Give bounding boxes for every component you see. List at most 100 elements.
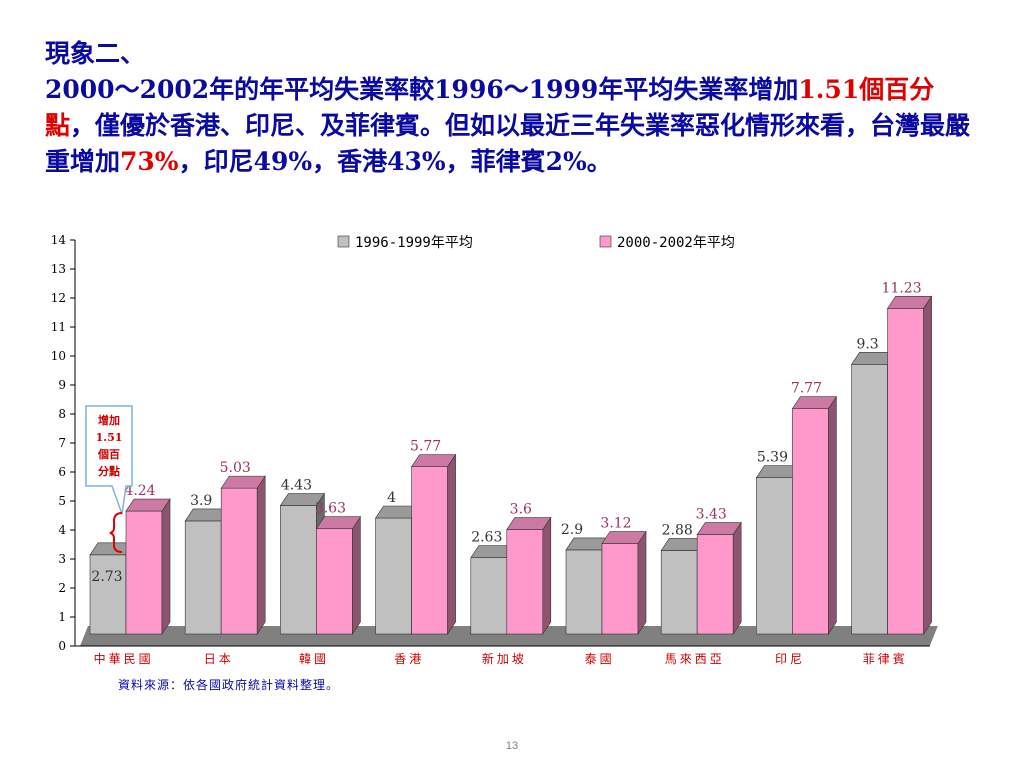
heading-body: 2000～2002年的年平均失業率較1996～1999年平均失業率增加1.51個… [45,72,975,180]
heading-highlight-2: 73% [120,147,179,176]
bar-series2-front [792,408,829,635]
bar-series2-side [352,515,361,635]
bar-series2-side [828,395,837,635]
y-tick-label: 14 [51,233,67,247]
bar-series2-side [447,453,456,635]
y-tick-label: 10 [51,349,66,363]
bar-series2-side [256,475,266,635]
bar-series1-front [565,549,603,635]
category-label: 印尼 [775,652,805,666]
callout-text: 分點 [98,464,120,478]
category-label: 菲律賓 [863,651,908,666]
bar-series2-front [887,308,924,635]
category-label: 韓國 [299,652,329,666]
bar-series2 [601,530,647,635]
bar-series1-front [660,550,698,635]
bar-series1-top [279,493,325,506]
bar-series1 [755,464,801,635]
bar-series2 [125,498,171,635]
callout-text: 個百 [97,447,120,461]
bar-series1-front [756,477,793,635]
bar-series2-side [161,498,171,635]
heading-seg3: ，印尼49%，香港43%，菲律賓2%。 [178,147,612,176]
callout-text: 1.51 [96,431,123,444]
legend-label: 1996-1999年平均 [355,235,473,251]
bar-series2 [220,475,266,635]
y-tick-label: 13 [51,262,66,276]
value-label-series1: 4 [387,490,396,506]
y-tick-label: 11 [51,320,66,334]
bar-series1-front [184,520,222,635]
bar-series2-top [315,516,361,530]
bar-series2-side [637,530,647,635]
value-label-series2: 3.43 [696,507,727,523]
bar-series2 [791,395,837,635]
value-label-series2: 3.63 [315,501,346,517]
legend-swatch [599,235,612,248]
y-tick-label: 0 [58,639,66,653]
legend-swatch [337,235,350,248]
y-tick-label: 3 [58,552,66,566]
bar-series2 [696,521,742,635]
bar-series2-front [220,487,258,635]
value-label-series1: 3.9 [190,493,212,509]
bar-series1-front [851,363,888,635]
category-label: 香港 [394,652,424,666]
heading-seg1: 2000～2002年的年平均失業率較1996～1999年平均失業率增加 [45,75,799,104]
bar-series2-top [791,396,837,409]
bar-series2-top [696,522,742,535]
bar-series2 [506,516,552,635]
bar-series2 [887,295,933,635]
bar-series2 [315,515,361,635]
bar-series2-side [732,521,742,635]
value-label-series2: 7.77 [791,381,822,397]
category-label: 新加坡 [482,651,527,666]
bar-series2-front [506,529,544,635]
heading-line1: 現象二、 [45,39,146,68]
bar-series2-top [601,531,647,544]
y-tick-label: 12 [51,291,66,305]
y-tick-label: 5 [58,494,66,508]
bar-series2-top [506,517,552,530]
heading-seg2: ，僅優於香港、印尼、及菲律賓。但如以最近三年失業率惡化情形來看，台灣最嚴重增加 [45,111,971,176]
value-label-series1: 9.3 [856,336,878,352]
category-label: 日本 [204,652,234,666]
y-tick-label: 9 [58,378,66,392]
bar-series2-side [923,295,932,635]
value-label-series1: 2.63 [471,530,502,546]
bar-series2-top [411,454,457,467]
bar-series2-side [542,516,552,635]
bar-series2 [411,453,457,635]
category-label: 泰國 [585,652,615,666]
bar-series2-top [220,475,266,489]
value-label-series2: 11.23 [882,280,922,296]
value-label-series1: 2.73 [91,569,122,585]
y-tick-label: 6 [58,465,66,479]
y-tick-label: 8 [58,407,66,421]
value-label-series2: 3.12 [600,516,631,532]
y-tick-label: 1 [58,610,66,624]
value-label-series1: 2.9 [561,522,583,538]
bar-series1-front [470,557,508,635]
bar-series2-front [316,528,353,635]
category-label: 中華民國 [94,651,154,666]
bar-series1-front [280,505,317,635]
heading-highlight-1: 1.51個百分點 [45,75,935,140]
page-number: 13 [505,740,519,752]
bar-series2-front [411,466,448,635]
callout-box [85,405,133,515]
bar-series1-front [89,554,127,635]
value-label-series2: 5.03 [220,460,251,476]
value-label-series1: 5.39 [757,450,788,466]
value-label-series2: 5.77 [410,439,441,455]
legend-label: 2000-2002年平均 [617,235,735,251]
category-label: 馬來西亞 [665,652,725,666]
bar-series2-top [125,498,171,512]
bar-series2-top [887,296,933,309]
value-label-series2: 3.6 [510,502,532,518]
y-tick-label: 2 [58,581,66,595]
increase-brace [109,512,123,553]
bar-series2-front [601,543,639,635]
slide-heading: 現象二、 2000～2002年的年平均失業率較1996～1999年平均失業率增加… [45,36,975,180]
